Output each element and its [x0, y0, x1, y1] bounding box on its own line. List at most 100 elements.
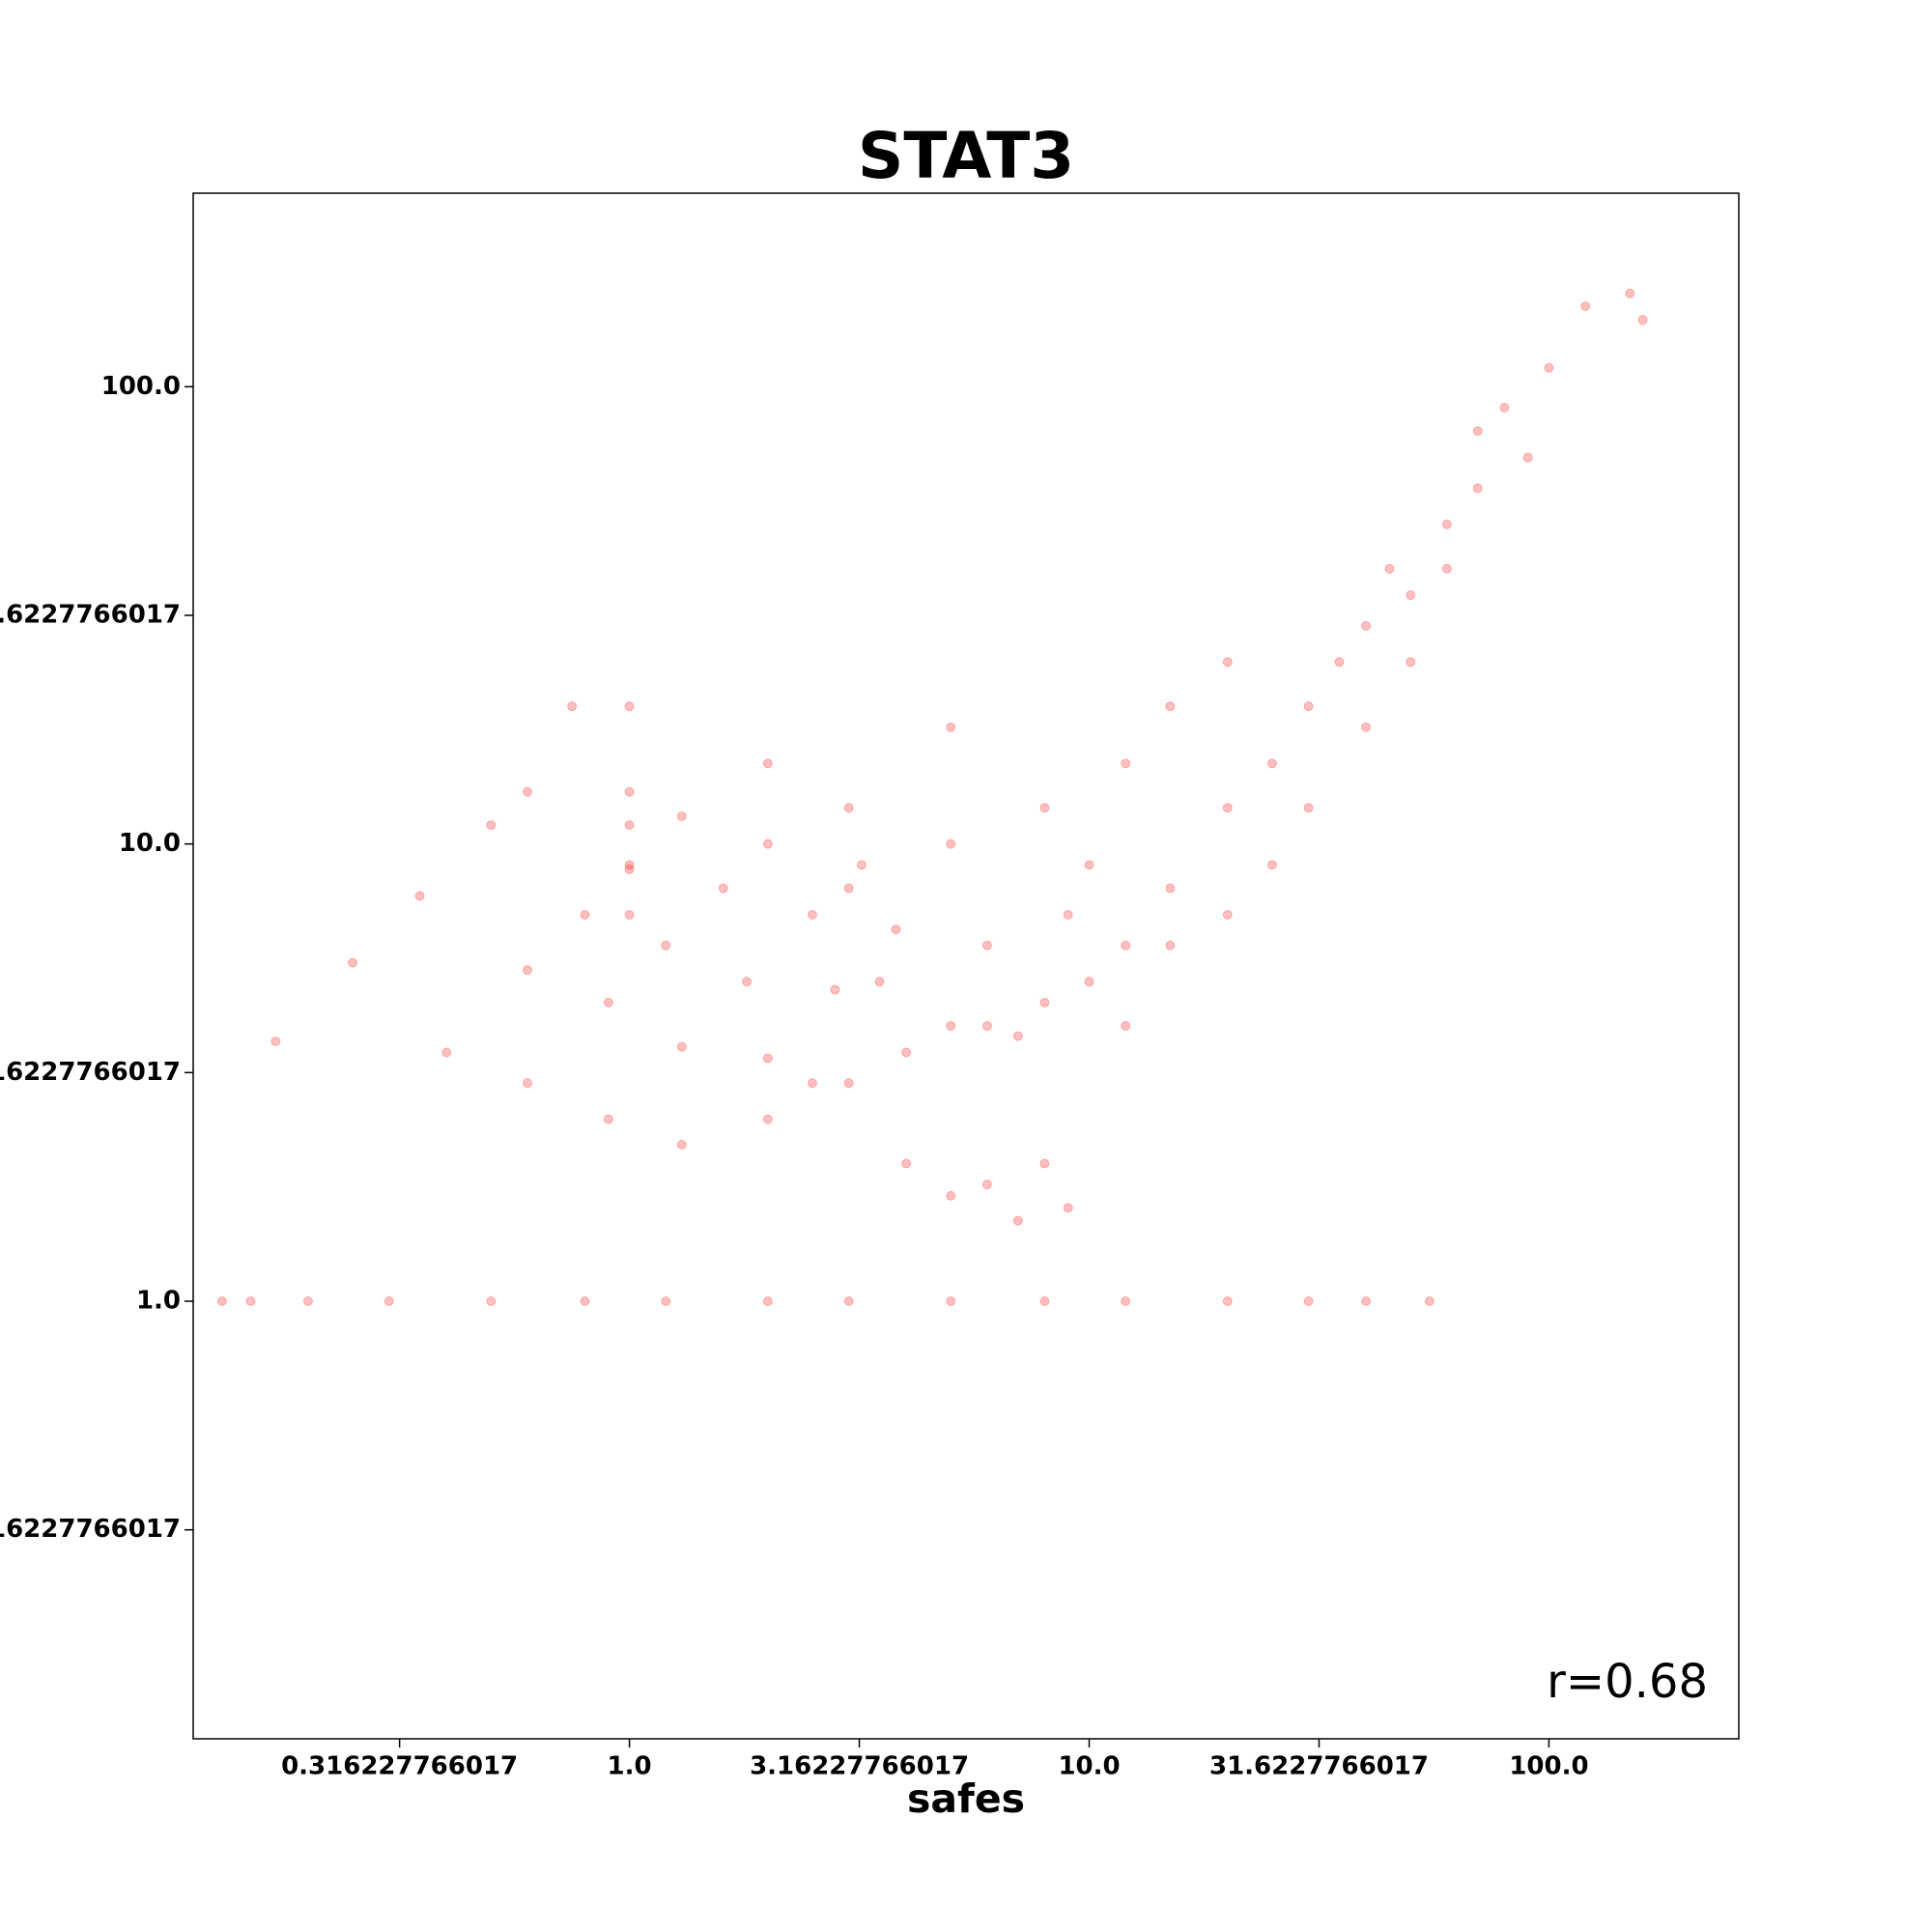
point	[245, 1296, 256, 1307]
point	[1361, 1296, 1372, 1307]
point	[676, 1041, 687, 1052]
point	[580, 909, 590, 920]
point	[762, 838, 773, 849]
point	[1039, 1158, 1050, 1169]
point	[661, 1296, 671, 1307]
point	[1222, 657, 1233, 668]
point	[1222, 1296, 1233, 1307]
x-tick-label: 100.0	[1509, 1752, 1588, 1781]
point	[857, 860, 867, 870]
point	[946, 838, 956, 849]
point	[624, 786, 635, 797]
point	[1266, 860, 1277, 870]
point	[1121, 1296, 1131, 1307]
point	[624, 909, 635, 920]
x-axis-label: safes	[907, 1776, 1025, 1822]
point	[624, 820, 635, 831]
point	[486, 820, 497, 831]
point	[762, 1053, 773, 1064]
x-tick-label: 1.0	[608, 1752, 652, 1781]
point	[441, 1047, 452, 1058]
point	[1063, 909, 1073, 920]
point	[1472, 426, 1483, 437]
point	[1303, 1296, 1314, 1307]
point	[762, 1296, 773, 1307]
point	[523, 786, 533, 797]
point	[946, 1190, 956, 1201]
plot-frame	[192, 192, 1740, 1740]
point	[843, 883, 854, 894]
point	[270, 1037, 281, 1047]
point	[1384, 563, 1395, 574]
point	[830, 984, 840, 995]
point	[1361, 722, 1372, 732]
point	[807, 909, 817, 920]
point	[1424, 1296, 1435, 1307]
point	[1121, 940, 1131, 951]
point	[1165, 701, 1176, 712]
point	[1063, 1203, 1073, 1213]
x-tick-label: 10.0	[1058, 1752, 1120, 1781]
point	[1121, 758, 1131, 769]
point	[523, 965, 533, 976]
point	[981, 1179, 992, 1190]
point	[1499, 402, 1510, 412]
point	[1222, 909, 1233, 920]
y-tick-label: 3.16227766017	[0, 1058, 181, 1087]
point	[1121, 1021, 1131, 1032]
point	[216, 1296, 227, 1307]
point	[1039, 1296, 1050, 1307]
point	[1406, 657, 1416, 668]
point	[874, 977, 885, 987]
point	[1303, 701, 1314, 712]
point	[1406, 590, 1416, 601]
point	[1266, 758, 1277, 769]
annotation: r=0.68	[1547, 1655, 1708, 1709]
point	[807, 1078, 817, 1089]
point	[901, 1158, 912, 1169]
point	[302, 1296, 313, 1307]
point	[981, 940, 992, 951]
point	[1165, 940, 1176, 951]
point	[624, 701, 635, 712]
point	[946, 1296, 956, 1307]
point	[624, 860, 635, 870]
y-tick-label: 31.6227766017	[0, 601, 181, 630]
point	[676, 810, 687, 821]
chart-title: STAT3	[858, 119, 1074, 193]
point	[718, 883, 728, 894]
point	[1637, 315, 1648, 326]
point	[843, 1078, 854, 1089]
point	[1222, 803, 1233, 813]
point	[603, 1114, 613, 1124]
point	[1165, 883, 1176, 894]
point	[1039, 997, 1050, 1008]
point	[891, 924, 901, 935]
x-tick-label: 0.316227766017	[281, 1752, 518, 1781]
point	[523, 1078, 533, 1089]
point	[762, 1114, 773, 1124]
point	[1084, 977, 1094, 987]
x-tick-label: 3.16227766017	[750, 1752, 969, 1781]
point	[1625, 288, 1635, 298]
point	[1361, 620, 1372, 631]
point	[1303, 803, 1314, 813]
point	[348, 957, 358, 968]
x-tick-label: 31.6227766017	[1209, 1752, 1429, 1781]
point	[1039, 803, 1050, 813]
point	[1012, 1215, 1023, 1226]
point	[580, 1296, 590, 1307]
point	[981, 1021, 992, 1032]
point	[843, 803, 854, 813]
point	[384, 1296, 394, 1307]
point	[603, 997, 613, 1008]
point	[1441, 519, 1452, 529]
point	[762, 758, 773, 769]
point	[1580, 300, 1591, 311]
point	[486, 1296, 497, 1307]
y-tick-label: 10.0	[119, 829, 181, 858]
point	[1522, 452, 1533, 463]
point	[901, 1047, 912, 1058]
point	[624, 864, 635, 874]
